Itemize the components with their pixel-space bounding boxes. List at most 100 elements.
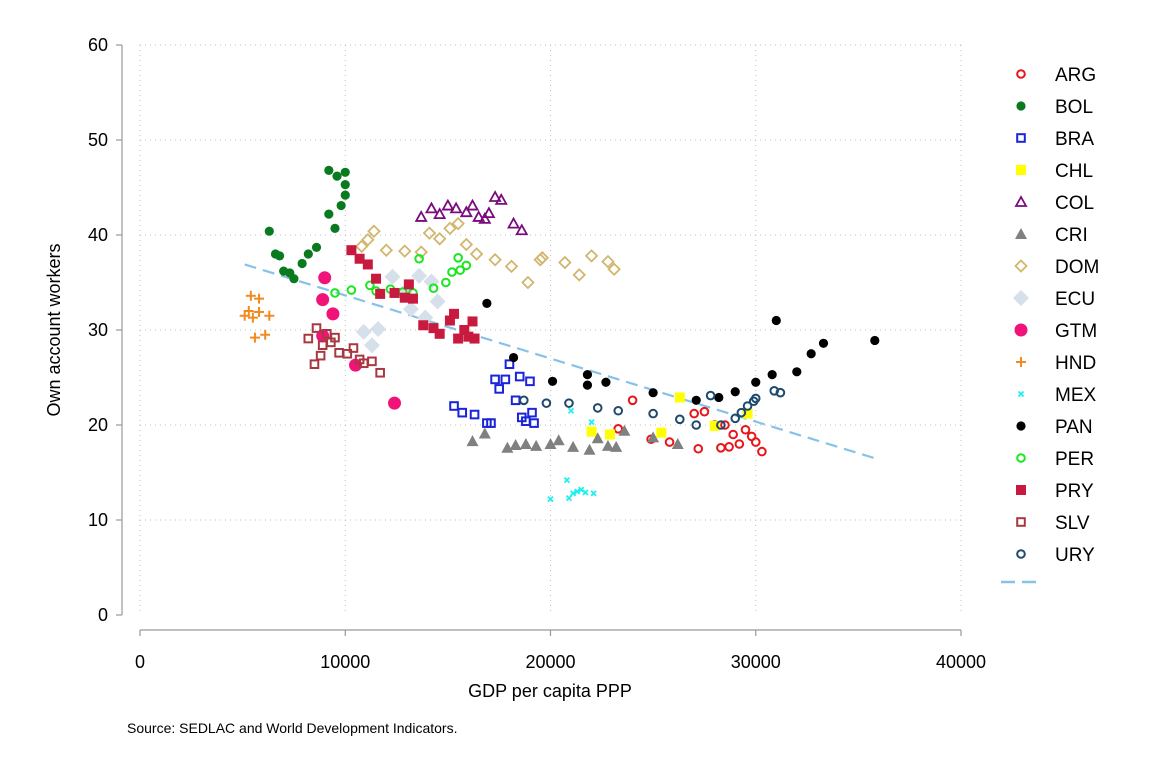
series-slv [303, 323, 385, 378]
legend-marker [1016, 101, 1026, 111]
data-point [514, 371, 525, 382]
data-point [375, 288, 386, 299]
data-point [346, 245, 357, 256]
data-point [264, 226, 274, 236]
series-ury [519, 386, 786, 430]
data-point [504, 359, 515, 369]
x-axis-label: GDP per capita PPP [468, 681, 632, 701]
source-note: Source: SEDLAC and World Development Ind… [127, 720, 458, 736]
data-point [627, 395, 638, 406]
data-point [740, 424, 751, 435]
data-point [361, 232, 375, 247]
data-point [466, 435, 479, 447]
legend-label: ECU [1055, 289, 1095, 310]
data-point [414, 253, 424, 264]
data-point [567, 440, 580, 452]
data-point [521, 275, 535, 290]
data-point [433, 207, 447, 220]
data-point [389, 287, 400, 298]
data-point [742, 401, 753, 411]
legend-label: PRY [1055, 481, 1094, 502]
data-point [569, 490, 577, 497]
legend-marker [1016, 357, 1026, 367]
data-point [243, 306, 254, 316]
data-point [870, 335, 880, 346]
data-point [500, 374, 511, 385]
legend-marker [1013, 290, 1029, 306]
data-point [583, 443, 596, 455]
legend-marker [1016, 517, 1026, 527]
data-point [535, 251, 550, 265]
data-point [424, 201, 438, 214]
data-point [461, 260, 472, 271]
data-point [530, 439, 543, 451]
data-point [330, 332, 340, 343]
legend-label: GTM [1055, 321, 1097, 342]
data-point [334, 348, 344, 358]
legend-marker [1015, 228, 1027, 239]
data-point [775, 387, 786, 398]
data-point [675, 414, 685, 425]
data-point [428, 323, 439, 334]
data-point [610, 440, 623, 452]
legend-marker [1016, 421, 1026, 431]
data-point [709, 420, 720, 431]
data-point [584, 249, 599, 263]
data-point [613, 405, 624, 416]
data-point [249, 332, 260, 343]
data-point [403, 279, 414, 290]
data-point [664, 437, 675, 447]
data-point [449, 401, 459, 411]
data-point [486, 418, 496, 428]
grid-lines [139, 44, 962, 615]
data-point [274, 251, 285, 261]
x-tick-label: 10000 [320, 652, 370, 672]
series-bra [449, 359, 539, 428]
data-point [567, 407, 575, 414]
y-axis-label: Own account workers [44, 243, 64, 416]
data-point [689, 408, 699, 419]
series-per [330, 252, 472, 298]
data-point [317, 340, 328, 350]
data-point [453, 333, 464, 344]
data-point [519, 438, 532, 449]
series-hnd [239, 290, 275, 343]
data-point [303, 249, 313, 259]
legend-label: BRA [1055, 129, 1094, 150]
data-point [336, 200, 346, 211]
data-point [734, 439, 745, 449]
y-tick-label: 50 [88, 130, 108, 150]
legend-marker [1017, 390, 1025, 398]
data-point [693, 443, 704, 454]
data-point [434, 328, 445, 339]
data-point [529, 418, 539, 428]
data-point [648, 408, 658, 419]
data-point [601, 254, 615, 269]
data-point [648, 388, 658, 398]
data-point [245, 290, 256, 301]
data-point [736, 407, 747, 418]
data-point [750, 437, 761, 447]
data-point [324, 209, 334, 219]
data-point [547, 495, 554, 503]
data-point [525, 376, 535, 387]
data-point [318, 271, 332, 285]
data-point [451, 216, 465, 231]
data-point [469, 247, 484, 261]
data-point [444, 315, 455, 326]
data-point [422, 226, 437, 240]
data-point [429, 293, 446, 310]
legend-label: URY [1055, 545, 1095, 566]
data-point [340, 180, 350, 190]
legend-marker [1016, 485, 1026, 495]
data-point [370, 321, 387, 338]
data-point [330, 223, 340, 233]
data-point [490, 374, 500, 385]
data-point [564, 398, 574, 408]
data-point [601, 439, 614, 451]
data-point [397, 244, 412, 258]
series-mex [547, 407, 597, 503]
data-point [340, 190, 350, 200]
legend-label: ARG [1055, 65, 1096, 86]
